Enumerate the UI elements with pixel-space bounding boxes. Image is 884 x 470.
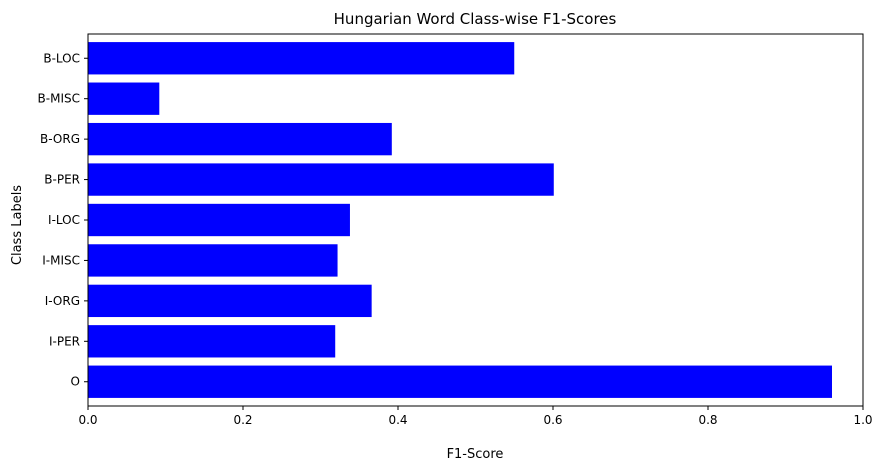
y-tick-label: O <box>71 375 80 389</box>
x-tick-label: 0.6 <box>543 413 562 427</box>
bar-b-loc <box>88 42 515 75</box>
bar-i-org <box>88 284 372 318</box>
chart-title: Hungarian Word Class-wise F1-Scores <box>334 10 617 28</box>
bar-i-loc <box>88 203 350 237</box>
y-tick-label: I-LOC <box>48 213 80 227</box>
bar-b-misc <box>88 82 160 115</box>
bar-b-org <box>88 122 392 156</box>
y-axis-label: Class Labels <box>10 185 25 265</box>
y-axis: B-LOC B-MISC B-ORG B-PER I-LOC I-MISC I-ORG I-P… <box>38 51 88 389</box>
x-tick-label: 1.0 <box>853 413 872 427</box>
y-tick-label: I-ORG <box>45 294 80 308</box>
y-tick-label: B-PER <box>44 173 80 187</box>
y-tick-label: I-PER <box>49 334 80 348</box>
bar-i-per <box>88 325 336 358</box>
x-tick-label: 0.4 <box>388 413 407 427</box>
x-axis-label: F1-Score <box>447 447 504 462</box>
bar-b-per <box>88 163 554 196</box>
x-tick-label: 0.8 <box>698 413 717 427</box>
y-tick-label: B-ORG <box>40 132 80 146</box>
x-tick-label: 0.0 <box>78 413 97 427</box>
bars-group <box>88 42 832 398</box>
y-tick-label: I-MISC <box>42 253 80 267</box>
y-tick-label: B-LOC <box>43 51 80 65</box>
bar-o <box>88 365 832 398</box>
x-axis: 0.0 0.2 0.4 0.6 0.8 1.0 <box>78 406 873 427</box>
y-tick-label: B-MISC <box>38 92 80 106</box>
bar-i-misc <box>88 244 338 277</box>
x-tick-label: 0.2 <box>233 413 252 427</box>
